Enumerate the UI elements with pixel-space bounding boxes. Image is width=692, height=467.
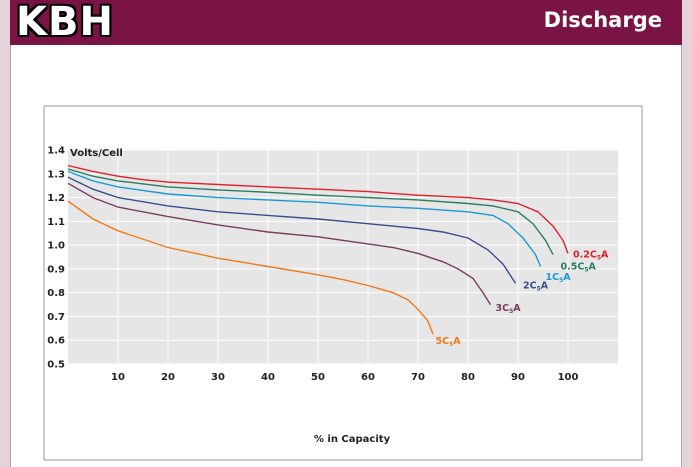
page-title: Discharge bbox=[543, 8, 662, 32]
series-label: 2C5A bbox=[523, 280, 549, 292]
plot-area bbox=[68, 150, 618, 364]
series-label: 3C5A bbox=[496, 303, 522, 315]
x-tick-label: 80 bbox=[461, 372, 475, 383]
y-tick-label: 0.8 bbox=[47, 288, 65, 299]
y-tick-label: 1.4 bbox=[47, 146, 65, 157]
y-tick-label: 0.6 bbox=[47, 336, 65, 347]
discharge-chart: 0.5 0.6 0.7 0.8 0.9 1.0 1.1 1.2 1.3 1.4 10 20 30 40 5… bbox=[43, 105, 643, 461]
y-tick-label: 0.9 bbox=[47, 264, 65, 275]
x-axis-label: % in Capacity bbox=[314, 434, 391, 445]
y-tick-label: 1.3 bbox=[47, 169, 65, 180]
y-tick-label: 0.7 bbox=[47, 312, 65, 323]
x-tick-label: 10 bbox=[111, 372, 125, 383]
x-tick-label: 40 bbox=[261, 372, 275, 383]
series-line bbox=[67, 168, 554, 255]
x-tick-label: 20 bbox=[161, 372, 175, 383]
series-label: 0.5C5A bbox=[561, 261, 597, 273]
series-lines bbox=[67, 164, 569, 335]
series-label: 0.2C5A bbox=[573, 249, 609, 261]
x-tick-label: 60 bbox=[361, 372, 375, 383]
y-tick-label: 0.5 bbox=[47, 360, 65, 371]
x-tick-label: 100 bbox=[558, 372, 579, 383]
y-tick-label: 1.0 bbox=[47, 241, 65, 252]
series-line bbox=[67, 176, 517, 284]
header-bar: KBH Discharge bbox=[10, 0, 682, 45]
chart-panel: 0.5 0.6 0.7 0.8 0.9 1.0 1.1 1.2 1.3 1.4 10 20 30 40 5… bbox=[10, 45, 682, 467]
brand-logo: KBH bbox=[16, 0, 114, 45]
series-line bbox=[67, 182, 492, 305]
series-label: 1C5A bbox=[546, 272, 572, 284]
y-tick-labels: 0.5 0.6 0.7 0.8 0.9 1.0 1.1 1.2 1.3 1.4 bbox=[47, 146, 65, 371]
x-tick-labels: 10 20 30 40 50 60 70 80 90 100 bbox=[111, 372, 578, 383]
y-axis-label: Volts/Cell bbox=[70, 148, 123, 159]
x-tick-label: 50 bbox=[311, 372, 325, 383]
series-line bbox=[67, 164, 569, 254]
series-label: 5C5A bbox=[436, 336, 462, 348]
x-tick-label: 90 bbox=[511, 372, 525, 383]
x-tick-label: 30 bbox=[211, 372, 225, 383]
chart-frame bbox=[43, 105, 643, 461]
x-tick-label: 70 bbox=[411, 372, 425, 383]
series-line bbox=[67, 200, 434, 335]
y-tick-label: 1.2 bbox=[47, 193, 65, 204]
y-tick-label: 1.1 bbox=[47, 217, 65, 228]
series-line bbox=[67, 170, 542, 267]
